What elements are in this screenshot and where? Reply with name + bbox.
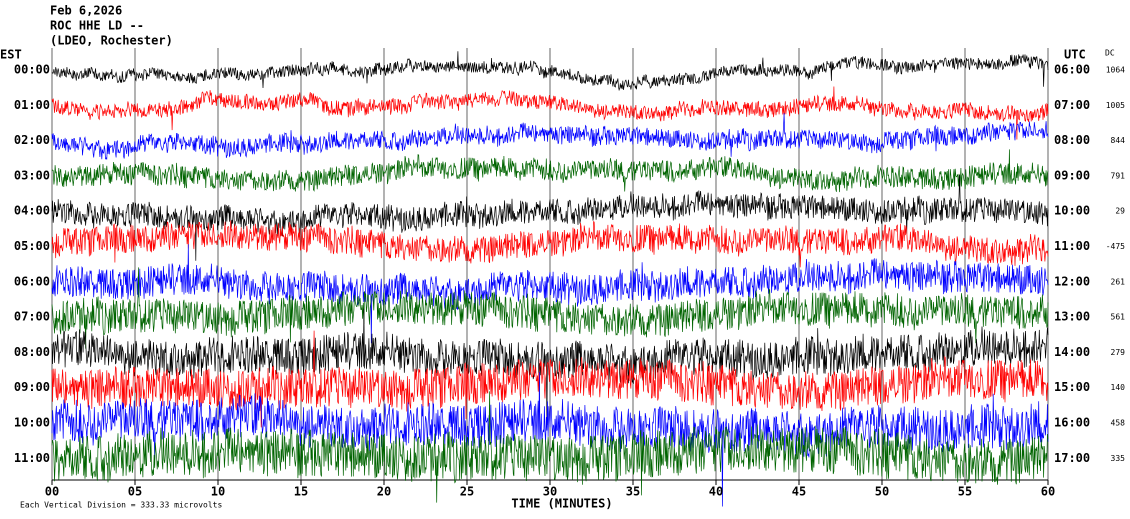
est-label: 00:00 bbox=[14, 63, 50, 77]
est-label: 09:00 bbox=[14, 380, 50, 394]
est-label: 01:00 bbox=[14, 98, 50, 112]
dc-value: 1064 bbox=[1106, 66, 1125, 75]
est-label: 10:00 bbox=[14, 416, 50, 430]
seismic-trace bbox=[51, 174, 1049, 261]
dc-value: 844 bbox=[1111, 136, 1126, 145]
dc-value: 561 bbox=[1111, 313, 1126, 322]
seismic-trace bbox=[51, 267, 1049, 349]
est-label: 08:00 bbox=[14, 345, 50, 359]
date: Feb 6,2026 bbox=[50, 4, 122, 18]
dc-value: 1005 bbox=[1106, 101, 1125, 110]
right-axis-title: UTC bbox=[1064, 48, 1086, 62]
x-tick-label: 40 bbox=[709, 485, 723, 499]
x-tick-label: 00 bbox=[45, 485, 59, 499]
seismic-trace bbox=[51, 149, 1049, 193]
seismic-trace bbox=[51, 51, 1049, 92]
x-tick-label: 05 bbox=[128, 485, 142, 499]
x-tick-label: 15 bbox=[294, 485, 308, 499]
seismic-trace bbox=[51, 371, 1049, 507]
utc-label: 17:00 bbox=[1054, 451, 1090, 465]
location: (LDEO, Rochester) bbox=[50, 34, 173, 48]
dc-value: 140 bbox=[1111, 383, 1126, 392]
x-tick-label: 10 bbox=[211, 485, 225, 499]
dc-value: 261 bbox=[1111, 277, 1126, 286]
utc-label: 12:00 bbox=[1054, 274, 1090, 288]
est-label: 05:00 bbox=[14, 239, 50, 253]
est-label: 06:00 bbox=[14, 274, 50, 288]
dc-value: 279 bbox=[1111, 348, 1126, 357]
x-tick-label: 55 bbox=[958, 485, 972, 499]
x-tick-label: 45 bbox=[792, 485, 806, 499]
est-label: 03:00 bbox=[14, 168, 50, 182]
utc-label: 07:00 bbox=[1054, 98, 1090, 112]
left-axis-title: EST bbox=[0, 48, 22, 62]
x-axis-title: TIME (MINUTES) bbox=[511, 497, 612, 511]
seismic-trace bbox=[51, 330, 1049, 428]
est-label: 04:00 bbox=[14, 204, 50, 218]
utc-label: 16:00 bbox=[1054, 416, 1090, 430]
est-label: 07:00 bbox=[14, 310, 50, 324]
seismic-trace bbox=[51, 391, 1049, 503]
x-tick-label: 50 bbox=[875, 485, 889, 499]
dc-value: 335 bbox=[1111, 454, 1126, 463]
seismic-trace bbox=[51, 244, 1049, 344]
dc-value: 791 bbox=[1111, 171, 1126, 180]
station: ROC HHE LD -- bbox=[50, 19, 144, 33]
seismic-trace bbox=[51, 220, 1049, 268]
dc-value: 458 bbox=[1111, 419, 1126, 428]
utc-label: 13:00 bbox=[1054, 310, 1090, 324]
x-tick-label: 25 bbox=[460, 485, 474, 499]
utc-label: 14:00 bbox=[1054, 345, 1090, 359]
dc-value: 29 bbox=[1115, 207, 1125, 216]
est-label: 11:00 bbox=[14, 451, 50, 465]
utc-label: 10:00 bbox=[1054, 204, 1090, 218]
x-tick-label: 20 bbox=[377, 485, 391, 499]
utc-label: 06:00 bbox=[1054, 63, 1090, 77]
dc-title: DC bbox=[1105, 49, 1115, 58]
dc-value: -475 bbox=[1106, 242, 1125, 251]
footer: Each Vertical Division = 333.33 microvol… bbox=[20, 501, 222, 510]
est-label: 02:00 bbox=[14, 133, 50, 147]
seismic-trace bbox=[51, 86, 1049, 140]
x-tick-label: 60 bbox=[1041, 485, 1055, 499]
utc-label: 09:00 bbox=[1054, 168, 1090, 182]
utc-label: 11:00 bbox=[1054, 239, 1090, 253]
seismic-trace bbox=[51, 308, 1049, 426]
x-tick-label: 35 bbox=[626, 485, 640, 499]
utc-label: 15:00 bbox=[1054, 380, 1090, 394]
x-tick-label: 30 bbox=[543, 485, 557, 499]
utc-label: 08:00 bbox=[1054, 133, 1090, 147]
seismic-trace bbox=[51, 112, 1049, 160]
